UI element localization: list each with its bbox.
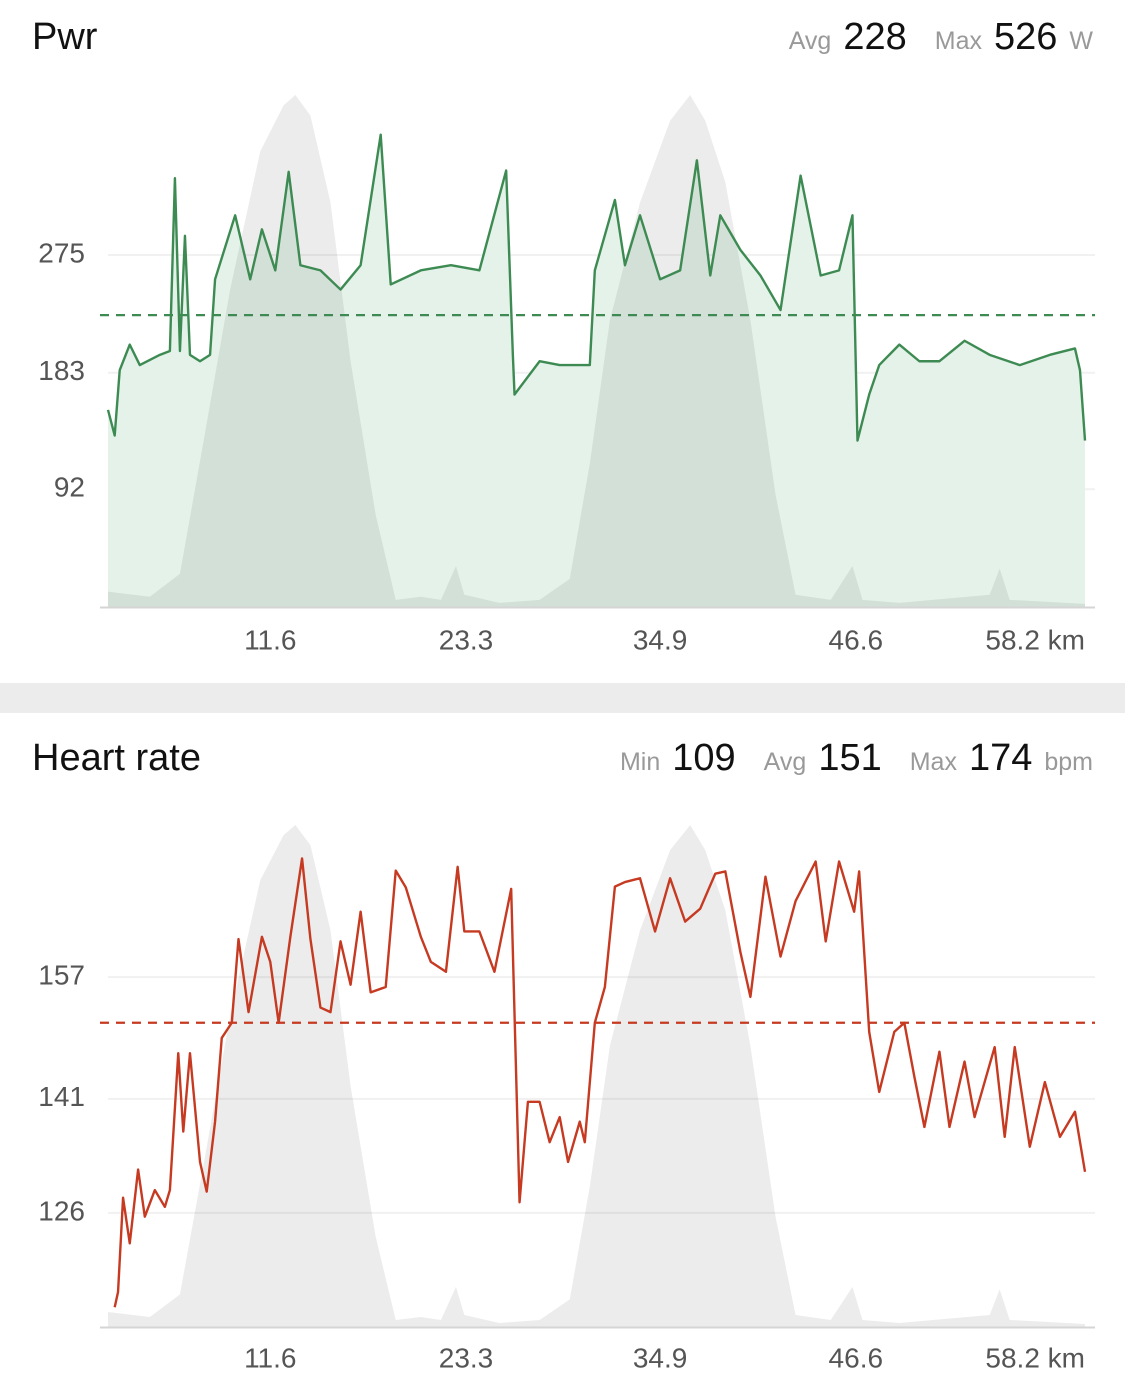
power-card: 275 183 92 11.6 23.3 34.9 46.6 58.2 km Pwr Avg … xyxy=(0,0,1125,683)
y-tick-label: 275 xyxy=(38,237,85,268)
x-tick-label: 46.6 xyxy=(829,1342,884,1373)
chart: 157 141 126 11.6 23.3 34.9 46.6 58.2 km xyxy=(38,825,1095,1373)
stat-label: Min xyxy=(619,748,661,776)
stat-value: 109 xyxy=(672,737,736,779)
chart-title: Pwr xyxy=(32,16,98,58)
y-tick-label: 183 xyxy=(38,355,85,386)
x-tick-label: 11.6 xyxy=(244,624,296,655)
y-tick-label: 141 xyxy=(38,1081,85,1112)
header: Pwr Avg 228 Max 526 W xyxy=(32,16,1093,59)
area xyxy=(108,95,1085,607)
chart-title: Heart rate xyxy=(32,737,201,779)
y-tick-label: 126 xyxy=(38,1195,85,1226)
unit: bpm xyxy=(1044,748,1093,776)
chart: 275 183 92 11.6 23.3 34.9 46.6 58.2 km xyxy=(38,95,1095,655)
separator xyxy=(0,683,1125,713)
line xyxy=(113,857,1087,1308)
stat-label: Avg xyxy=(788,27,832,55)
x-tick-label: 46.6 xyxy=(829,624,884,655)
stat-value: 174 xyxy=(968,737,1033,779)
x-tick-label: 34.9 xyxy=(633,624,688,655)
x-tick-label: 58.2 km xyxy=(985,1342,1085,1373)
area xyxy=(108,825,1085,1327)
stat-value: 228 xyxy=(843,16,907,58)
x-tick-label: 34.9 xyxy=(633,1342,688,1373)
stat-label: Max xyxy=(909,748,957,776)
unit: W xyxy=(1069,27,1093,55)
stat-value: 526 xyxy=(993,16,1058,58)
header: Heart rate Min 109 Avg 151 Max 174 bpm xyxy=(32,737,1093,780)
heart-rate-card: 157 141 126 11.6 23.3 34.9 46.6 58.2 km Heart r… xyxy=(0,713,1125,1378)
stat-label: Avg xyxy=(763,748,807,776)
line xyxy=(106,133,1087,442)
area xyxy=(108,134,1085,607)
x-tick-label: 23.3 xyxy=(439,1342,494,1373)
x-tick-label: 58.2 km xyxy=(985,624,1085,655)
stat-label: Max xyxy=(934,27,982,55)
x-tick-label: 11.6 xyxy=(244,1342,296,1373)
stat-value: 151 xyxy=(818,737,882,779)
x-tick-label: 23.3 xyxy=(439,624,494,655)
y-tick-label: 157 xyxy=(38,960,85,991)
y-tick-label: 92 xyxy=(54,472,85,503)
